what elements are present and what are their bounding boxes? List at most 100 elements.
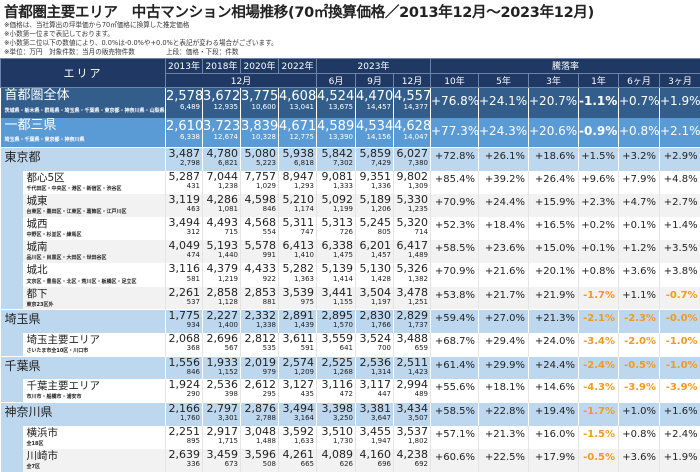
price-cell: 2,830 1,766: [355, 309, 394, 333]
note-decimal: ※小数第一位まで表記しております。: [4, 30, 114, 38]
price-cell: 5,287 431: [165, 170, 203, 194]
listing-count: 1,410: [293, 251, 314, 260]
price-cell: 2,891 1,439: [278, 309, 317, 333]
listing-count: 3,301: [217, 414, 238, 423]
listing-count: 14,377: [403, 103, 429, 112]
price-value: 2,917: [206, 425, 239, 438]
listing-count: 715: [224, 228, 238, 237]
area-name: 埼玉県: [4, 312, 41, 327]
listing-count: 5,223: [255, 159, 276, 168]
area-name: 千葉県: [4, 358, 41, 373]
listing-count: 6,489: [179, 103, 200, 112]
price-cell: 6,027 7,380: [393, 146, 431, 171]
change-rate: +39.2%: [478, 170, 529, 194]
listing-count: 567: [224, 344, 238, 353]
price-value: 5,578: [244, 240, 277, 253]
change-rate: +21.7%: [478, 286, 529, 310]
table-row: 城南 品川区・目黒区・大田区・世田谷区 4,049 474 5,193 1,440 5,57…: [0, 240, 700, 264]
price-cell: 3,119 463: [165, 193, 203, 218]
price-value: 4,524: [317, 89, 355, 104]
price-value: 2,536: [206, 379, 239, 392]
change-rate: +0.1%: [578, 240, 619, 264]
listing-count: 295: [262, 390, 276, 399]
change-rate: -1.0%: [658, 355, 700, 380]
area-subareas: 千代田区・中央区・港区・新宿区・渋谷区: [26, 185, 122, 192]
area-cell: 首都圏全体 茨城県・栃木県・群馬県・埼玉県・千葉県・東京都・神奈川県・山梨県: [0, 87, 166, 118]
change-rate: -2.0%: [618, 333, 660, 357]
price-cell: 5,938 6,818: [278, 146, 317, 171]
listing-count: 700: [377, 344, 391, 353]
price-cell: 3,381 3,647: [355, 402, 394, 426]
change-rate: +15.9%: [528, 193, 579, 218]
price-cell: 5,210 1,174: [278, 193, 317, 218]
header-rate-period: 1年: [578, 72, 619, 88]
price-value: 2,812: [244, 333, 277, 345]
change-rate: -1.7%: [578, 402, 619, 426]
header-month: 9月: [355, 72, 394, 88]
price-cell: 4,286 1,081: [202, 193, 241, 218]
change-rate: -4.3%: [578, 379, 619, 403]
change-rate: +61.4%: [430, 355, 479, 380]
listing-count: 3,647: [370, 414, 391, 423]
area-subareas: さいたま市全10区・川口市: [26, 348, 89, 355]
listing-count: 659: [414, 344, 428, 353]
area-cell: 城東 台東区・墨田区・江東区・葛飾区・江戸川区: [22, 193, 166, 218]
price-value: 2,994: [396, 379, 429, 392]
row-indent: [0, 263, 23, 287]
price-cell: 3,510 1,730: [316, 425, 356, 449]
header-area: エリア: [0, 58, 166, 88]
price-cell: 3,504 1,197: [355, 286, 394, 310]
price-value: 1,924: [168, 379, 201, 392]
change-rate: +15.0%: [528, 240, 579, 264]
price-cell: 9,802 1,309: [393, 170, 431, 194]
change-rate: +55.6%: [430, 379, 479, 403]
listing-count: 1,715: [217, 436, 238, 445]
change-rate: +1.1%: [618, 286, 660, 310]
table-row: 埼玉県 1,775 934 2,227 1,400 2,332 1,338 2,891 1,43…: [0, 309, 700, 333]
price-value: 4,557: [394, 89, 431, 104]
change-rate: +70.9%: [430, 263, 479, 287]
header-rate-title: 騰落率: [429, 58, 700, 74]
price-value: 2,578: [166, 89, 203, 104]
header-rate-period: 3ヶ月: [658, 72, 700, 88]
change-rate: +2.7%: [658, 193, 700, 218]
listing-count: 1,363: [293, 274, 314, 283]
price-cell: 2,895 1,570: [316, 309, 356, 333]
listing-count: 1,309: [407, 181, 428, 190]
price-value: 5,139: [321, 263, 354, 276]
price-cell: 4,160 696: [355, 448, 394, 472]
change-rate: +21.9%: [528, 286, 579, 310]
listing-count: 1,947: [370, 436, 391, 445]
price-cell: 4,049 474: [165, 240, 203, 264]
listing-count: 13,390: [328, 132, 354, 141]
listing-count: 1,737: [407, 321, 428, 330]
listing-count: 1,489: [407, 251, 428, 260]
price-cell: 3,494 3,164: [278, 402, 317, 426]
table-row: 川崎市 全7区 2,639 336 3,459 673 3,596 508 4,261 665 4,…: [0, 448, 700, 472]
price-cell: 2,994 489: [393, 379, 431, 403]
price-cell: 6,417 1,489: [393, 240, 431, 264]
price-cell: 4,608 13,041: [278, 87, 317, 118]
change-rate: +21.6%: [478, 263, 529, 287]
price-value: 5,287: [168, 170, 201, 183]
price-cell: 5,245 805: [355, 217, 394, 241]
area-name: 城西: [26, 218, 48, 231]
price-value: 3,510: [321, 425, 354, 438]
listing-count: 435: [300, 390, 314, 399]
price-cell: 4,261 665: [278, 448, 317, 472]
price-cell: 9,081 1,333: [316, 170, 356, 194]
change-rate: +77.3%: [430, 117, 479, 148]
price-cell: 5,859 7,429: [355, 146, 394, 171]
table-row: 千葉主要エリア 市川市・船橋市・浦安市 1,924 290 2,536 398 2,612 2…: [0, 379, 700, 403]
price-cell: 5,842 7,302: [316, 146, 356, 171]
listing-count: 641: [339, 344, 353, 353]
area-name: 首都圏全体: [4, 88, 70, 103]
note-price: ※価格は、当社算出の坪単価から70㎡価格に換算した推定価格: [4, 21, 190, 29]
price-cell: 4,568 554: [240, 217, 279, 241]
price-cell: 3,559 641: [316, 333, 356, 357]
price-value: 7,044: [206, 170, 239, 183]
listing-count: 1,268: [332, 367, 353, 376]
price-value: 3,441: [321, 286, 354, 299]
change-rate: -2.3%: [618, 309, 660, 333]
price-cell: 3,117 447: [355, 379, 394, 403]
